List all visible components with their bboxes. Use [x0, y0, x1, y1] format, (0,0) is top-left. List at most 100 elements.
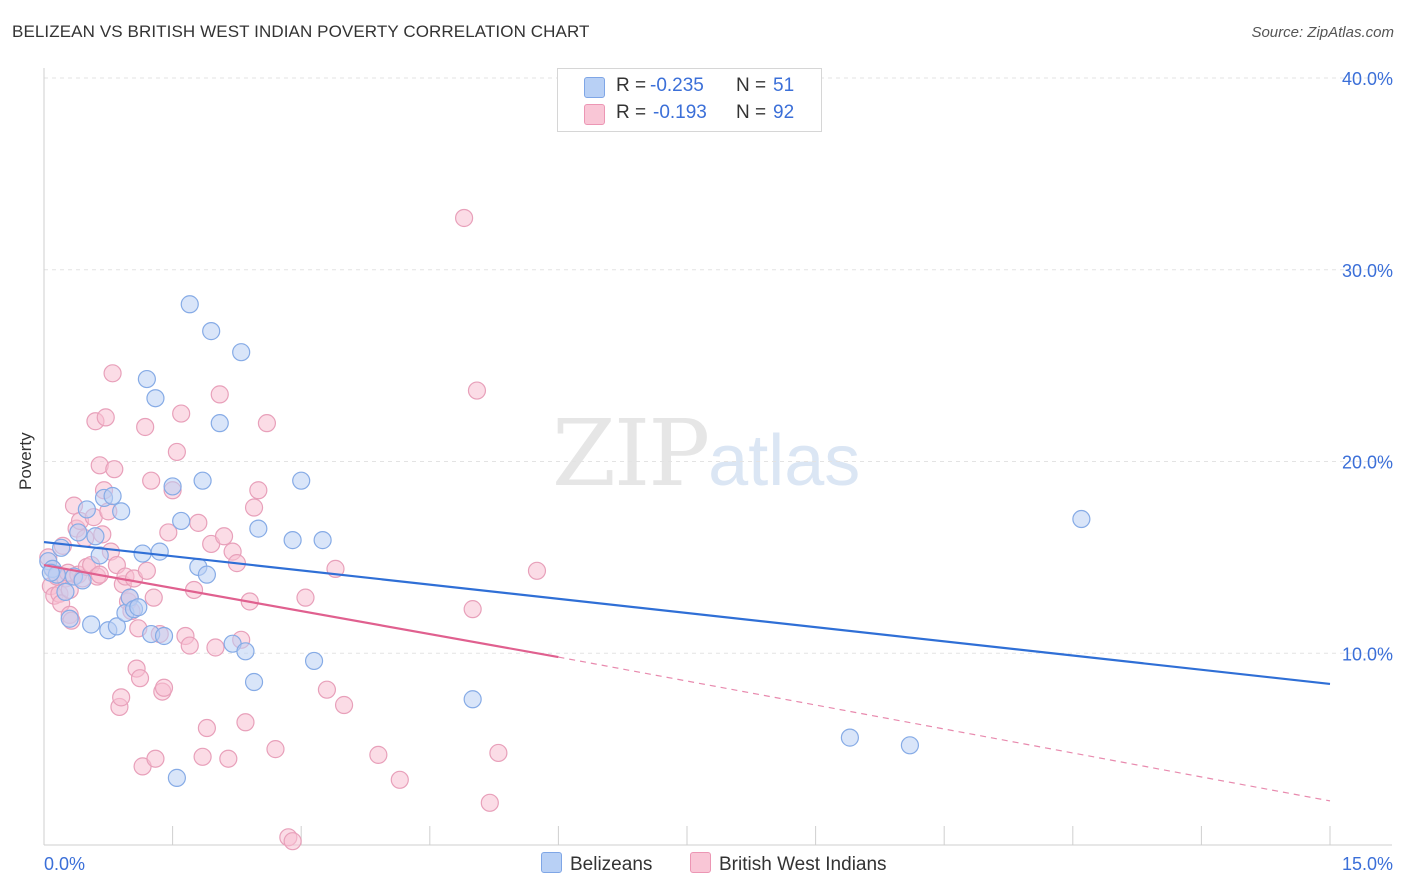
bwi-point — [334, 695, 354, 715]
belizeans-point — [163, 477, 182, 496]
belizeans-point — [167, 768, 186, 787]
bwi-trend-extension — [558, 656, 1331, 802]
bwi-point — [210, 385, 229, 404]
belizeans-point — [249, 519, 268, 538]
source-label: Source: ZipAtlas.com — [1251, 24, 1394, 41]
legend-n-value: 51 — [773, 75, 795, 96]
belizeans-point — [236, 642, 255, 661]
bwi-point — [167, 442, 186, 462]
belizeans-point — [180, 295, 199, 314]
belizeans-point — [463, 690, 482, 709]
belizeans-point — [154, 626, 174, 646]
bwi-point — [219, 749, 238, 768]
belizeans-point — [107, 617, 126, 636]
belizeans-point — [172, 511, 191, 531]
bwi-point — [172, 404, 191, 423]
bottom-legend-label: British West Indians — [719, 854, 887, 875]
watermark: ZIPatlas — [552, 400, 861, 507]
bwi-point — [296, 588, 315, 607]
belizeans-point — [304, 651, 324, 671]
belizeans-point — [90, 546, 109, 565]
belizeans-point — [69, 523, 88, 542]
belizeans-point — [292, 471, 311, 490]
belizeans-point — [900, 736, 920, 755]
belizeans-point — [86, 527, 105, 546]
legend-n-value: 92 — [773, 102, 795, 123]
bwi-point — [96, 408, 115, 427]
y-tick-label: 10.0% — [1342, 644, 1393, 664]
belizeans-point — [103, 486, 122, 506]
belizeans-point — [56, 582, 75, 601]
belizeans-point — [202, 322, 221, 341]
belizeans-point — [150, 542, 169, 561]
belizeans-point — [1072, 509, 1091, 529]
bwi-point — [527, 561, 547, 580]
bottom-legend-belizeans: Belizeans — [541, 852, 652, 876]
bwi-point — [257, 414, 277, 433]
belizeans-point — [41, 563, 60, 582]
belizeans-point — [146, 389, 165, 408]
bwi-point — [197, 718, 216, 738]
belizeans-trend-line — [43, 540, 1331, 686]
belizeans-point — [52, 538, 71, 557]
belizeans-point — [112, 502, 131, 521]
belizeans-point — [244, 672, 264, 692]
bottom-legend-bwi: British West Indians — [690, 852, 887, 876]
belizeans-point — [197, 565, 216, 584]
belizeans-point — [283, 531, 302, 550]
bwi-point — [136, 417, 155, 437]
y-tick-label: 20.0% — [1342, 453, 1393, 473]
belizeans-point — [232, 343, 251, 362]
bwi-point — [283, 832, 302, 851]
belizeans-point — [137, 369, 156, 389]
bwi-point — [317, 680, 337, 699]
legend-r-value: -0.193 — [653, 102, 707, 123]
chart-title: BELIZEAN VS BRITISH WEST INDIAN POVERTY … — [12, 22, 590, 41]
bwi-point — [105, 460, 124, 479]
legend-r-label: R = — [616, 75, 647, 96]
belizeans-point — [129, 598, 148, 617]
belizeans-point — [210, 414, 229, 433]
legend-n-label: N = — [736, 102, 767, 123]
bwi-point — [236, 713, 255, 732]
bwi-point — [154, 678, 174, 697]
bwi-point — [489, 743, 508, 763]
belizeans-point — [193, 471, 212, 490]
bottom-legend-label: Belizeans — [570, 854, 653, 875]
x-tick-label: 0.0% — [44, 854, 85, 874]
bwi-point — [189, 513, 208, 532]
y-tick-label: 30.0% — [1342, 261, 1393, 281]
legend-r-label: R = — [616, 102, 647, 123]
bwi-point — [159, 523, 178, 542]
x-tick-label: 15.0% — [1342, 854, 1393, 874]
belizeans-point — [313, 531, 332, 550]
bwi-point — [180, 636, 199, 655]
legend-r-value: -0.235 — [650, 75, 704, 96]
stats-legend: R = -0.235 N = 51 R = -0.193 N = 92 — [557, 68, 822, 132]
bwi-point — [214, 527, 234, 546]
belizeans-point — [840, 728, 859, 747]
bwi-point — [249, 481, 268, 500]
bwi-point — [454, 208, 474, 228]
belizeans-point — [77, 500, 96, 519]
bwi-point — [467, 381, 487, 400]
bwi-point — [142, 471, 161, 490]
bwi-point — [144, 588, 163, 607]
bwi-point — [112, 688, 131, 707]
bwi-point — [193, 747, 212, 766]
bwi-point — [480, 793, 499, 812]
y-tick-label: 40.0% — [1342, 69, 1393, 89]
bwi-point — [130, 669, 150, 688]
bwi-point — [137, 561, 156, 580]
belizeans-point — [73, 571, 92, 590]
bwi-point — [146, 749, 165, 768]
bwi-point — [369, 745, 388, 764]
belizeans-point — [60, 609, 79, 628]
bwi-point — [244, 498, 264, 517]
bwi-trend-line — [43, 563, 559, 659]
bwi-legend-icon — [690, 852, 711, 873]
bwi-point — [463, 600, 482, 619]
y-axis-label: Poverty — [16, 432, 35, 490]
bwi-swatch-icon — [584, 104, 605, 125]
